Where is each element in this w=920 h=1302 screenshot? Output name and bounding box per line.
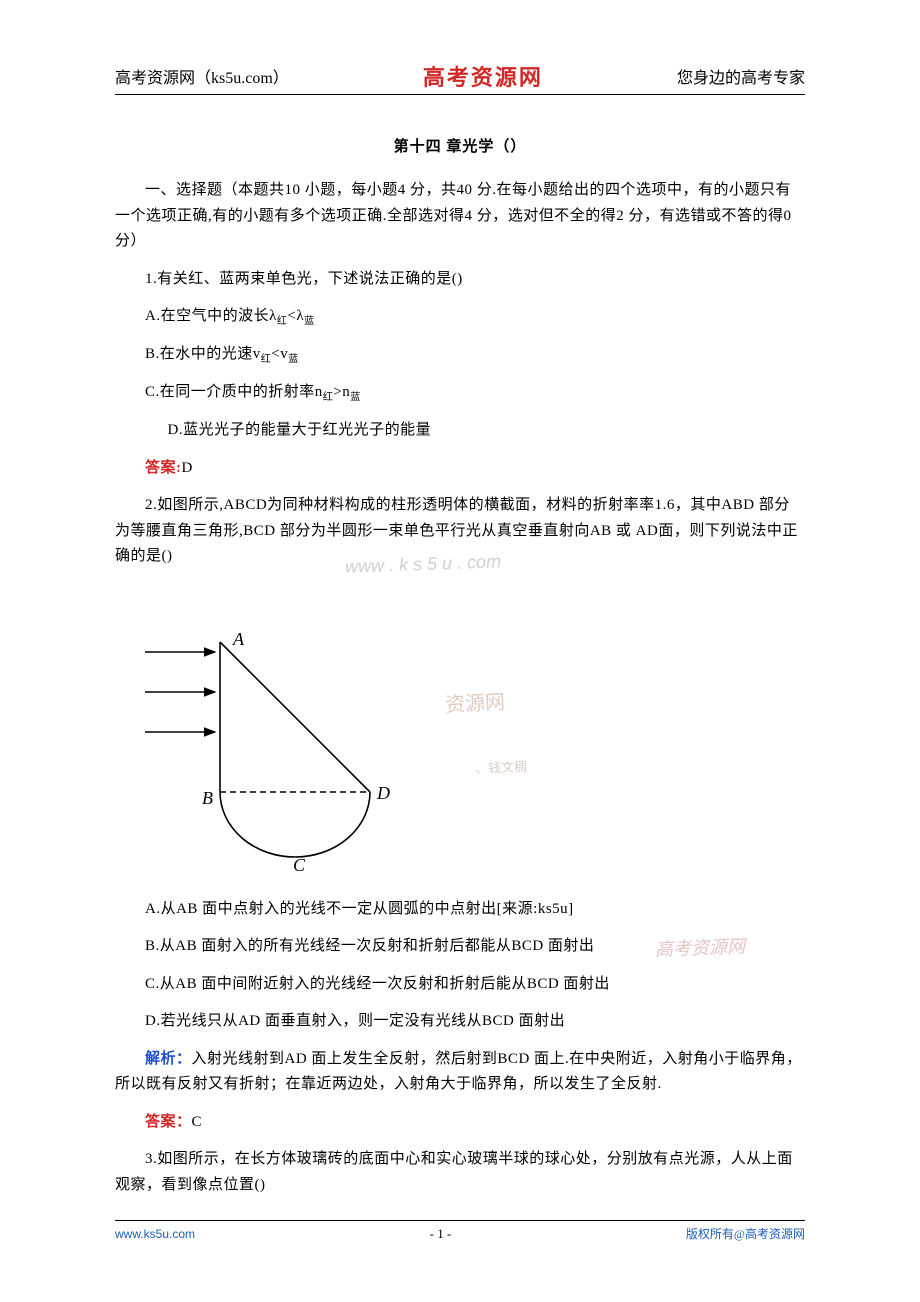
q1-optB: B.在水中的光速v红<v蓝 — [115, 342, 805, 368]
q2-optD: D.若光线只从AD 面垂直射入，则一定没有光线从BCD 面射出 — [115, 1009, 805, 1035]
q1-optC: C.在同一介质中的折射率n红>n蓝 — [115, 380, 805, 406]
q1-stem: 1.有关红、蓝两束单色光，下述说法正确的是() — [115, 267, 805, 293]
watermark-row: www . k s 5 u . com — [115, 582, 805, 612]
svg-text:A: A — [232, 629, 245, 649]
header-left: 高考资源网（ks5u.com） — [115, 64, 289, 88]
watermark-text-3: 、钱文稠 — [475, 756, 528, 777]
q1-optD: D.蓝光光子的能量大于红光光子的能量 — [115, 418, 805, 444]
answer-label: 答案： — [145, 1114, 192, 1130]
page-footer: www.ks5u.com - 1 - 版权所有@高考资源网 — [115, 1220, 805, 1242]
answer-label: 答案: — [145, 460, 182, 476]
page-header: 高考资源网（ks5u.com） 高考资源网 您身边的高考专家 — [115, 60, 805, 95]
footer-left-url: www.ks5u.com — [115, 1227, 195, 1241]
q2-diagram: 资源网 、钱文稠 A B C D — [145, 627, 805, 882]
q2-answer: 答案：C — [115, 1110, 805, 1136]
footer-copyright: 版权所有@高考资源网 — [686, 1225, 805, 1242]
q2-optA: A.从AB 面中点射入的光线不一定从圆弧的中点射出[来源:ks5u] — [115, 897, 805, 923]
watermark-text-4: 高考资源网 — [655, 932, 746, 961]
watermark-text-2: 资源网 — [444, 685, 505, 717]
header-center-logo: 高考资源网 — [423, 60, 543, 92]
section-intro: 一、选择题（本题共10 小题，每小题4 分，共40 分.在每小题给出的四个选项中… — [115, 178, 805, 255]
q2-optC: C.从AB 面中间附近射入的光线经一次反射和折射后能从BCD 面射出 — [115, 972, 805, 998]
diagram-svg: A B C D — [145, 627, 425, 877]
svg-text:C: C — [293, 855, 306, 875]
q2-analysis: 解析：入射光线射到AD 面上发生全反射，然后射到BCD 面上.在中央附近，入射角… — [115, 1047, 805, 1098]
footer-page-number: - 1 - — [430, 1226, 452, 1242]
svg-text:B: B — [202, 788, 213, 808]
header-right: 您身边的高考专家 — [677, 64, 805, 88]
svg-text:D: D — [376, 783, 390, 803]
q1-answer: 答案:D — [115, 456, 805, 482]
q3-stem: 3.如图所示，在长方体玻璃砖的底面中心和实心玻璃半球的球心处，分别放有点光源，人… — [115, 1147, 805, 1198]
chapter-title: 第十四 章光学（） — [115, 135, 805, 156]
analysis-label: 解析： — [145, 1051, 192, 1067]
q1-optA: A.在空气中的波长λ红<λ蓝 — [115, 304, 805, 330]
